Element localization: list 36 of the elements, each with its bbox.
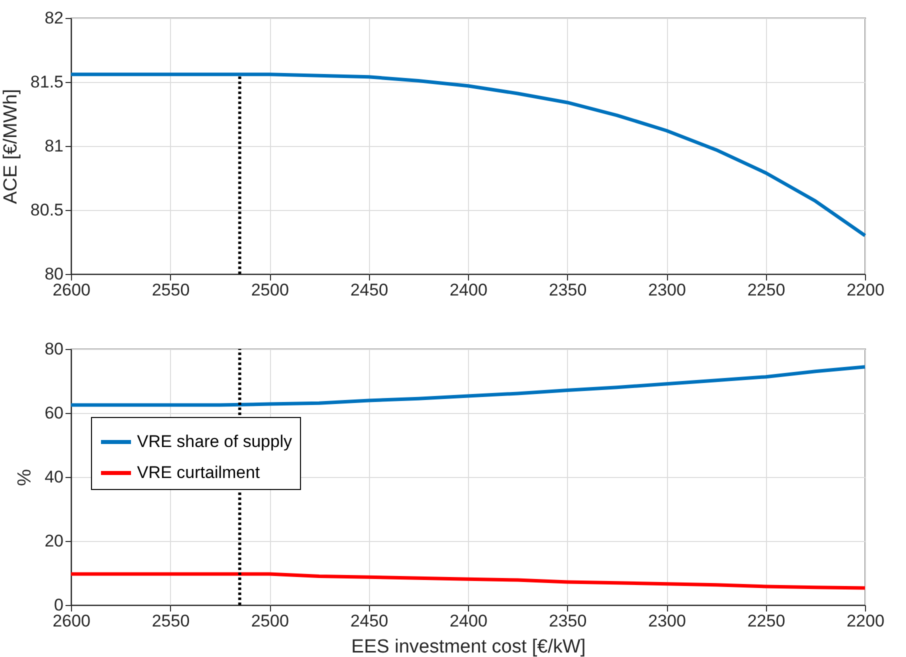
- y-tick-label: 82: [44, 8, 64, 28]
- x-tick-label: 2400: [450, 612, 488, 630]
- y-tick-label: 40: [44, 468, 64, 486]
- y-tick-label: 80: [44, 264, 64, 284]
- x-tick-label: 2400: [450, 280, 488, 300]
- x-tick-label: 2500: [251, 612, 289, 630]
- x-tick-label: 2550: [152, 612, 190, 630]
- line-series: [69, 572, 867, 590]
- x-tick-label: 2250: [747, 280, 786, 300]
- x-tick-label: 2350: [548, 612, 587, 630]
- x-tick-label: 2350: [548, 280, 587, 300]
- x-tick-label: 2300: [648, 612, 686, 630]
- y-axis-title: %: [14, 468, 36, 486]
- x-tick-label: 2300: [648, 280, 686, 300]
- x-axis-title: EES investment cost [€/kW]: [351, 636, 586, 657]
- x-tick-label: 2250: [747, 612, 786, 630]
- x-tick-label: 2550: [152, 280, 190, 300]
- legend-label: VRE share of supply: [137, 432, 292, 451]
- x-tick-label: 2450: [350, 612, 388, 630]
- legend-label: VRE curtailment: [137, 463, 260, 482]
- y-tick-label: 80.5: [30, 200, 64, 220]
- x-tick-label: 2200: [846, 612, 884, 630]
- line-series: [69, 72, 867, 238]
- y-tick-label: 20: [44, 532, 64, 550]
- x-tick-label: 2600: [52, 280, 90, 300]
- y-tick-label: 81.5: [30, 72, 64, 92]
- line-series: [69, 365, 867, 407]
- x-tick-label: 2600: [52, 612, 90, 630]
- y-axis-title: ACE [€/MWh]: [0, 88, 22, 204]
- x-tick-label: 2200: [846, 280, 884, 300]
- y-tick-label: 60: [44, 404, 64, 422]
- x-tick-label: 2500: [251, 280, 289, 300]
- y-tick-label: 0: [54, 596, 64, 614]
- y-tick-label: 80: [44, 340, 64, 358]
- x-tick-label: 2450: [350, 280, 388, 300]
- y-tick-label: 81: [44, 136, 64, 156]
